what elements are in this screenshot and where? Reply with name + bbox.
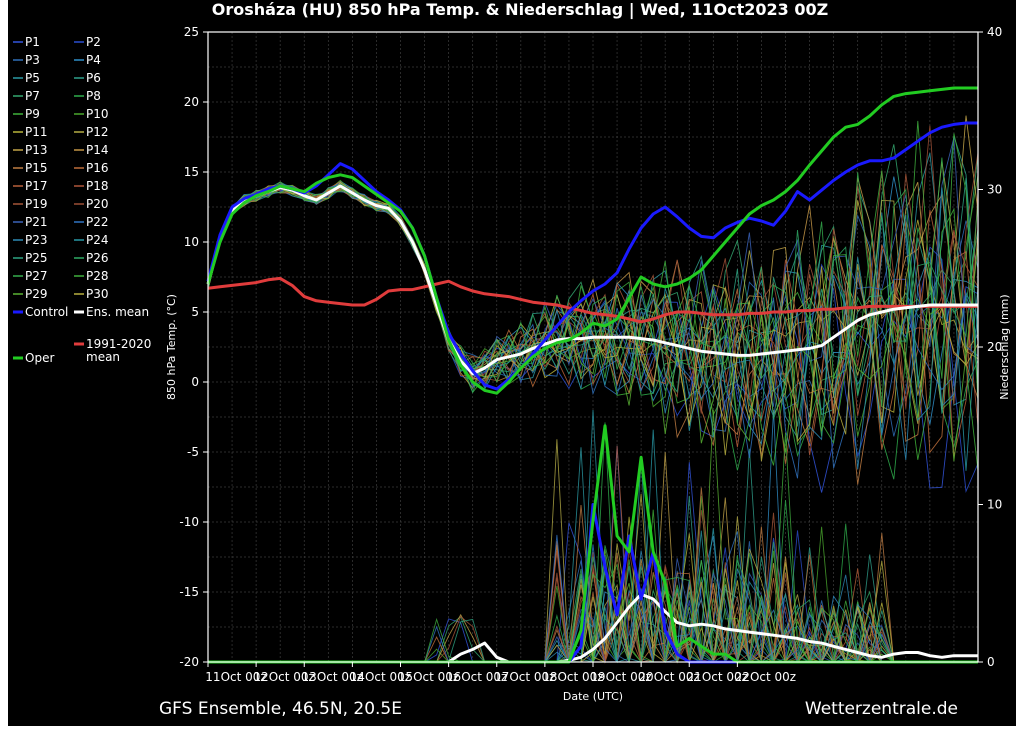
y2-tick-label: 0: [987, 655, 995, 669]
y-axis-label: 850 hPa Temp. (°C): [165, 294, 178, 400]
right-axis-ticks: 40 30 20 10 0: [978, 25, 1002, 669]
y2-tick-label: 20: [987, 340, 1002, 354]
left-axis-ticks: 25 20 15 10 5 0 -5 -10 -15 -20: [179, 25, 208, 669]
x-tick-label: 14Oct 00z: [350, 670, 411, 684]
ensemble-chart: Orosháza (HU) 850 hPa Temp. & Niederschl…: [13, 0, 1011, 719]
y2-tick-label: 40: [987, 25, 1002, 39]
legend-label: P23: [25, 233, 48, 247]
y2-axis-label: Niederschlag (mm): [998, 294, 1011, 399]
x-tick-label: 15Oct 00z: [398, 670, 459, 684]
legend-label: P20: [86, 197, 109, 211]
legend-label: Oper: [25, 351, 54, 365]
x-tick-label: 11Oct 00z: [205, 670, 266, 684]
legend-label: P7: [25, 89, 40, 103]
legend-label: P29: [25, 287, 48, 301]
legend-label: P27: [25, 269, 48, 283]
legend-label: P14: [86, 143, 109, 157]
legend-label: P6: [86, 71, 101, 85]
x-tick-label: 19Oct 00z: [590, 670, 651, 684]
y-tick-label: 15: [184, 165, 199, 179]
y-tick-label: 10: [184, 235, 199, 249]
legend-label: P18: [86, 179, 109, 193]
legend-label: P22: [86, 215, 109, 229]
x-tick-label: 13Oct 00z: [302, 670, 363, 684]
legend-label: P11: [25, 125, 48, 139]
chart-frame: Orosháza (HU) 850 hPa Temp. & Niederschl…: [8, 0, 1016, 726]
y-tick-label: -20: [179, 655, 199, 669]
x-tick-label: 20Oct 00z: [638, 670, 699, 684]
legend-label: P4: [86, 53, 101, 67]
x-tick-label: 12Oct 00z: [253, 670, 314, 684]
series-oper: [206, 86, 978, 395]
legend-label: P1: [25, 35, 40, 49]
legend-label: P25: [25, 251, 48, 265]
member-temp-line: [207, 181, 979, 462]
legend-label: Control: [25, 305, 68, 319]
x-tick-label: 22Oct 00z: [735, 670, 796, 684]
legend-label: P10: [86, 107, 109, 121]
y-tick-label: -5: [187, 445, 199, 459]
y2-tick-label: 10: [987, 498, 1002, 512]
series-control: [206, 121, 978, 391]
y-tick-label: -15: [179, 585, 199, 599]
y-tick-label: -10: [179, 515, 199, 529]
legend: P1 P2 P3 P4 P5 P6 P7 P8 P9 P10 P11 P12 P13 P14 P15 P16 P…: [13, 35, 151, 365]
legend-label: P24: [86, 233, 109, 247]
legend-label: P9: [25, 107, 40, 121]
legend-label: P30: [86, 287, 109, 301]
legend-label: P8: [86, 89, 101, 103]
x-tick-label: 17Oct 00z: [494, 670, 555, 684]
legend-label: P19: [25, 197, 48, 211]
y-tick-label: 25: [184, 25, 199, 39]
legend-label: P16: [86, 161, 109, 175]
legend-label: P17: [25, 179, 48, 193]
legend-label: P13: [25, 143, 48, 157]
legend-label: Ens. mean: [86, 305, 149, 319]
x-tick-label: 16Oct 00z: [446, 670, 507, 684]
series-ens-mean: [206, 184, 978, 376]
footer-right: Wetterzentrale.de: [805, 699, 958, 719]
legend-label: P28: [86, 269, 109, 283]
x-axis-label: Date (UTC): [563, 690, 623, 703]
y-tick-label: 5: [191, 305, 199, 319]
footer-left: GFS Ensemble, 46.5N, 20.5E: [159, 699, 402, 719]
x-tick-label: 18Oct 00z: [542, 670, 603, 684]
y-tick-label: 20: [184, 95, 199, 109]
legend-label: P21: [25, 215, 48, 229]
y2-tick-label: 30: [987, 183, 1002, 197]
legend-label: 1991-2020 mean: [86, 337, 151, 364]
legend-label: P26: [86, 251, 109, 265]
x-tick-label: 21Oct 00z: [687, 670, 748, 684]
legend-label: P5: [25, 71, 40, 85]
y-tick-label: 0: [191, 375, 199, 389]
legend-label: P12: [86, 125, 109, 139]
legend-label: P3: [25, 53, 40, 67]
legend-label: P15: [25, 161, 48, 175]
chart-title: Orosháza (HU) 850 hPa Temp. & Niederschl…: [212, 0, 828, 20]
legend-label: P2: [86, 35, 101, 49]
series-1991-2020-mean: [207, 276, 978, 324]
